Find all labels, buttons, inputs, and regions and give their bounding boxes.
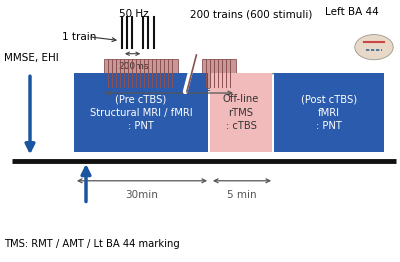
- Text: 30min: 30min: [126, 190, 158, 200]
- Text: MMSE, EHI: MMSE, EHI: [4, 53, 59, 63]
- Bar: [74, 73, 208, 152]
- Bar: [274, 73, 384, 152]
- Text: (Post cTBS)
fMRI
: PNT: (Post cTBS) fMRI : PNT: [301, 95, 357, 131]
- Text: Off-line
rTMS
: cTBS: Off-line rTMS : cTBS: [223, 95, 259, 131]
- Bar: [104, 59, 178, 88]
- Bar: [202, 59, 236, 88]
- Circle shape: [355, 35, 393, 60]
- Text: 1 train: 1 train: [62, 32, 96, 42]
- Text: 200 trains (600 stimuli): 200 trains (600 stimuli): [190, 9, 312, 19]
- Text: 40s: 40s: [165, 103, 183, 113]
- Text: (Pre cTBS)
Structural MRI / fMRI
: PNT: (Pre cTBS) Structural MRI / fMRI : PNT: [90, 95, 192, 131]
- Text: 200ms: 200ms: [119, 62, 149, 70]
- Text: TMS: RMT / AMT / Lt BA 44 marking: TMS: RMT / AMT / Lt BA 44 marking: [4, 239, 180, 249]
- Text: 5 min: 5 min: [227, 190, 257, 200]
- Text: Left BA 44: Left BA 44: [325, 7, 379, 17]
- Text: 50 Hz: 50 Hz: [119, 9, 149, 19]
- Bar: [210, 73, 272, 152]
